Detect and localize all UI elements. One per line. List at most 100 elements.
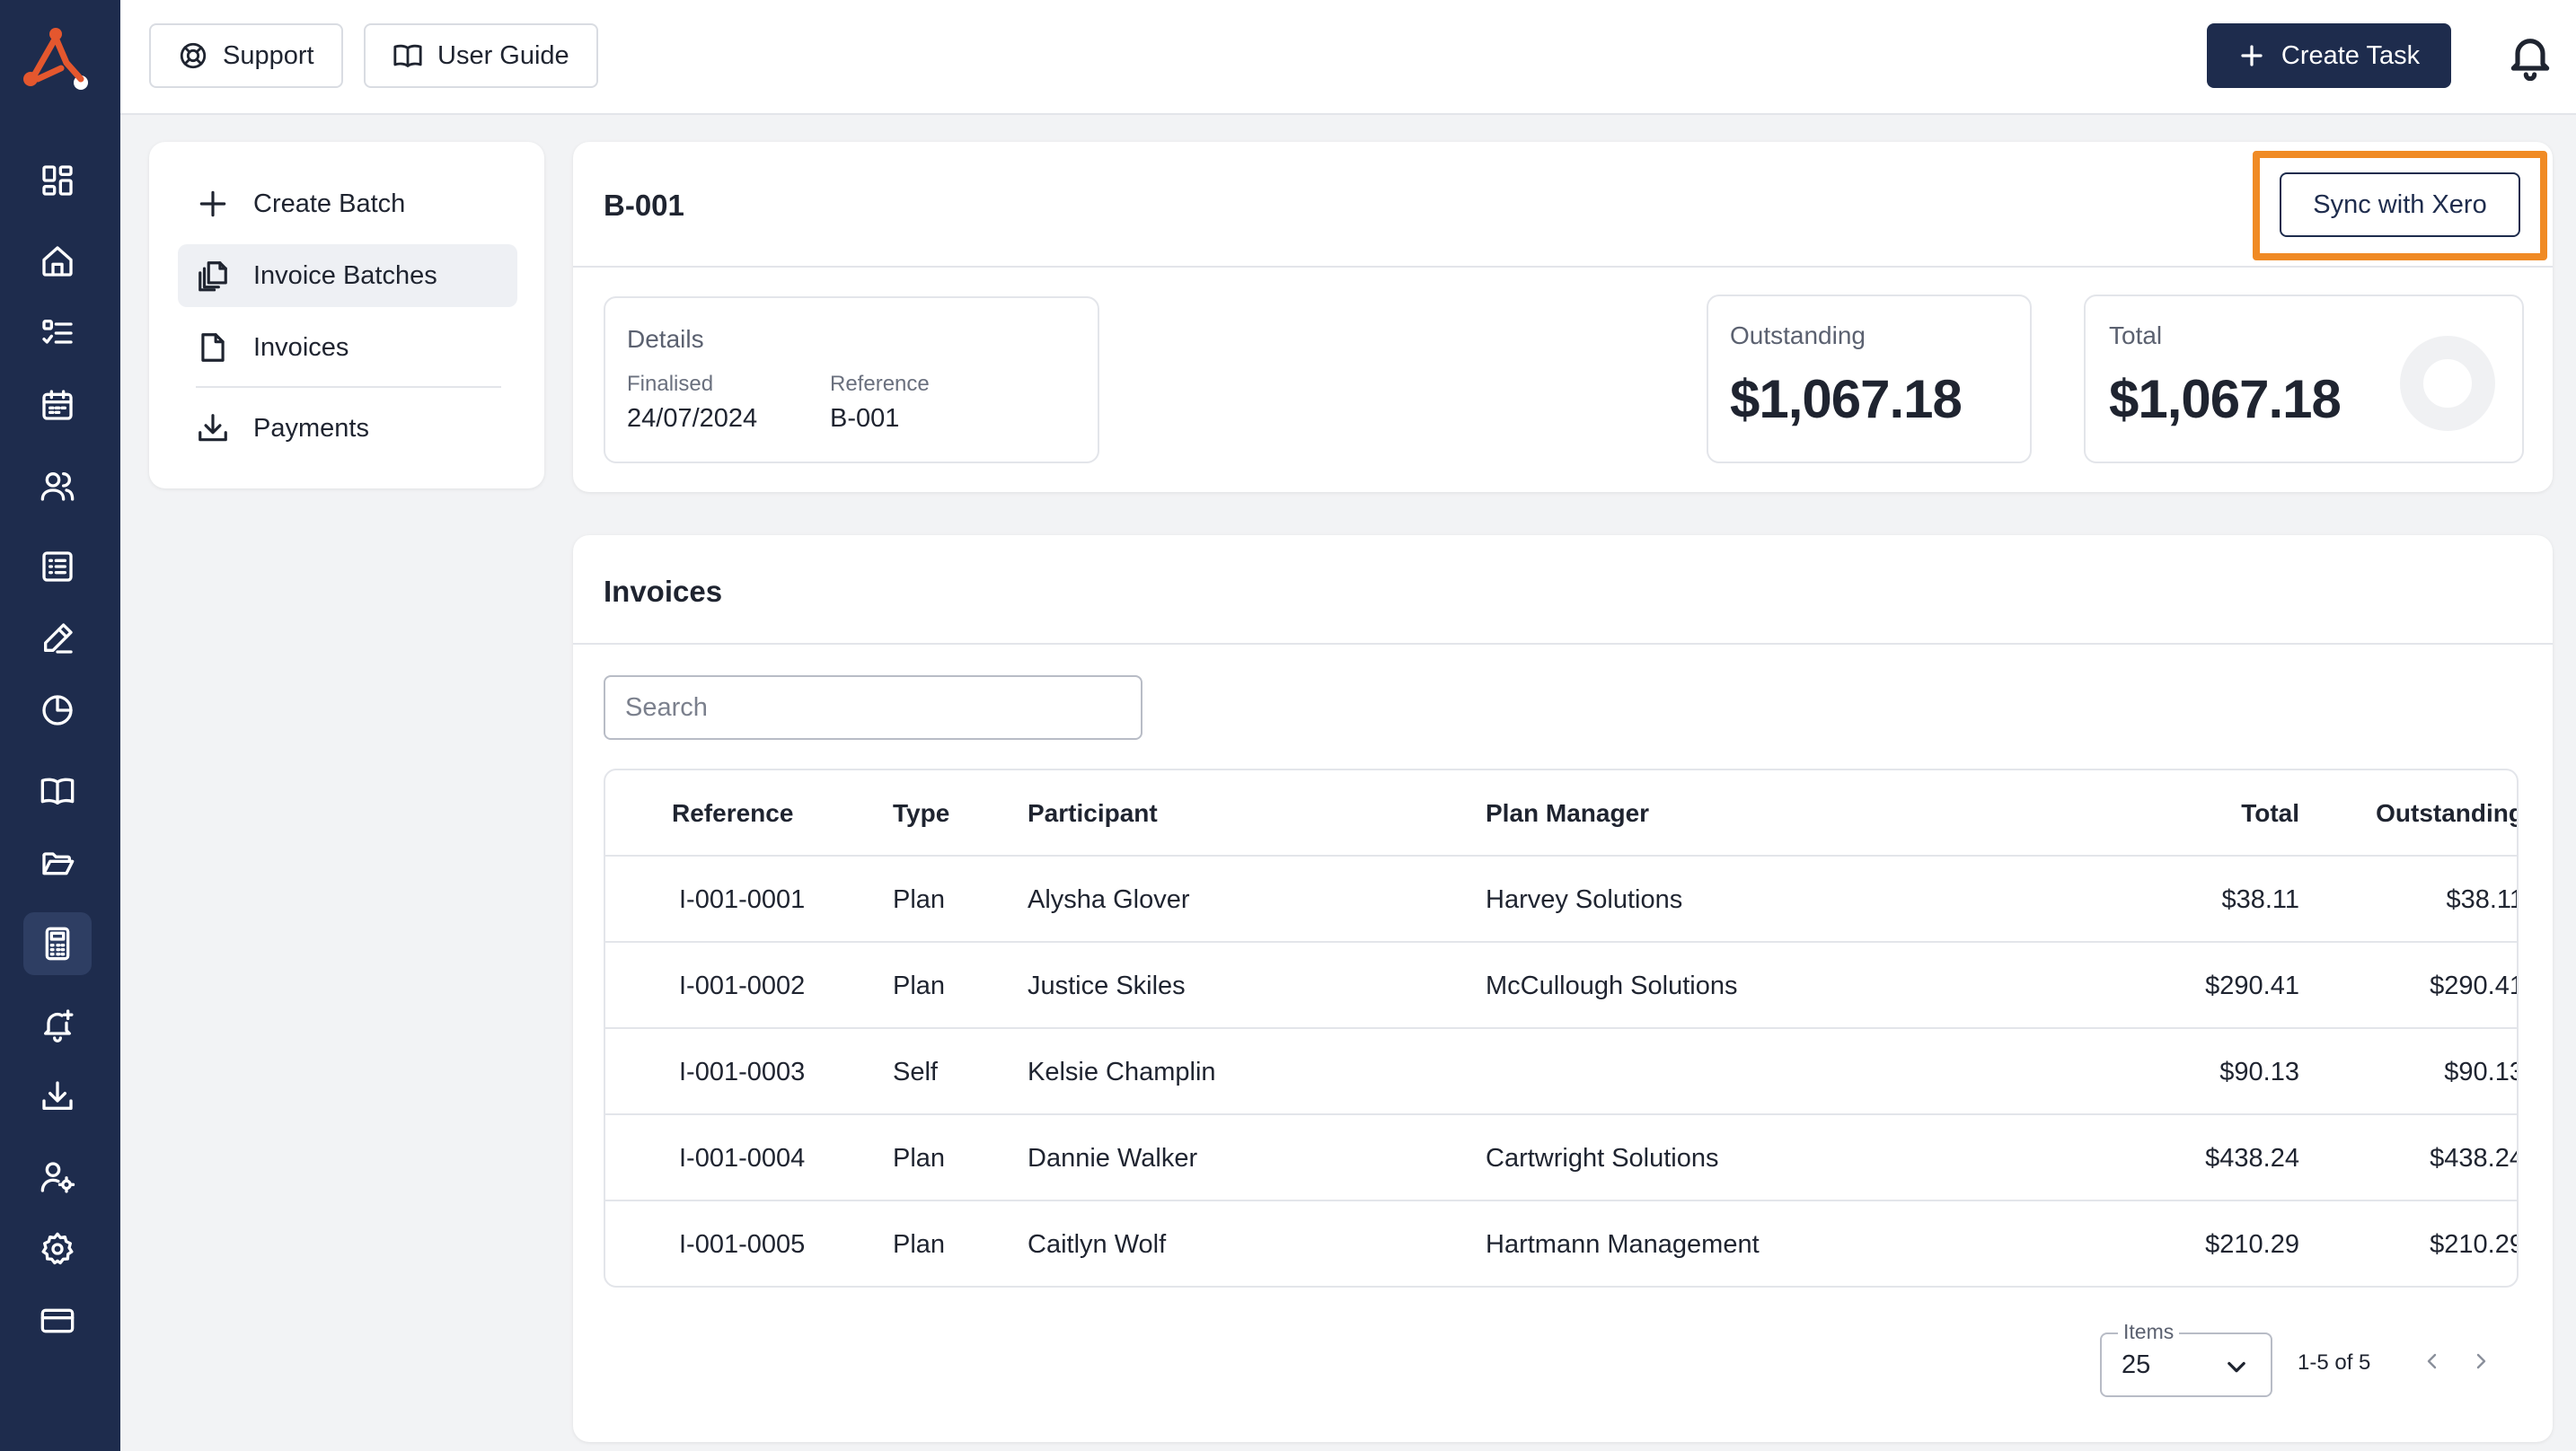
- column-header-outstanding[interactable]: Outstanding: [2376, 799, 2519, 827]
- users-icon[interactable]: [23, 454, 92, 517]
- bell-plus-icon[interactable]: [23, 993, 92, 1056]
- billing-subnav: Create Batch Invoice Batches Invoices Pa…: [149, 142, 544, 488]
- sync-label: Sync with Xero: [2313, 189, 2487, 219]
- cell-reference: I-001-0002: [679, 971, 806, 1000]
- cell-type: Plan: [893, 1229, 946, 1259]
- total-box: Total $1,067.18: [2084, 295, 2524, 463]
- subnav-item-label: Create Batch: [253, 189, 406, 218]
- cell-plan-manager: Cartwright Solutions: [1486, 1143, 1719, 1173]
- task-list-icon[interactable]: [23, 302, 92, 365]
- book-icon[interactable]: [23, 760, 92, 822]
- table-row[interactable]: I-001-0004 Plan Dannie Walker Cartwright…: [605, 1115, 2519, 1201]
- details-label: Details: [627, 325, 704, 353]
- table-row[interactable]: I-001-0001 Plan Alysha Glover Harvey Sol…: [605, 857, 2517, 943]
- column-header-type[interactable]: Type: [893, 799, 950, 827]
- divider: [573, 266, 2553, 268]
- subnav-item-label: Invoices: [253, 332, 349, 362]
- download-icon: [198, 414, 227, 442]
- cell-type: Plan: [893, 971, 946, 1000]
- column-header-participant[interactable]: Participant: [1028, 799, 1158, 827]
- user-settings-icon[interactable]: [23, 1146, 92, 1209]
- batch-summary-card: B-001 Sync with Xero Details Finalised 2…: [573, 142, 2553, 492]
- reference-label: Reference: [830, 372, 930, 396]
- folder-open-icon[interactable]: [23, 831, 92, 894]
- invoices-card: Invoices Reference Type Participant Plan…: [573, 535, 2553, 1442]
- subnav-item-payments[interactable]: Payments: [178, 397, 517, 460]
- pie-chart-icon[interactable]: [23, 679, 92, 742]
- download-icon[interactable]: [23, 1065, 92, 1128]
- dashboard-icon[interactable]: [23, 149, 92, 212]
- lifebuoy-icon: [180, 42, 207, 69]
- invoices-table: Reference Type Participant Plan Manager …: [604, 769, 2519, 1288]
- cell-participant: Justice Skiles: [1028, 971, 1186, 1000]
- previous-page-button[interactable]: [2414, 1343, 2450, 1379]
- outstanding-box: Outstanding $1,067.18: [1707, 295, 2032, 463]
- create-task-button[interactable]: Create Task: [2207, 23, 2451, 88]
- subnav-item-label: Invoice Batches: [253, 260, 437, 290]
- user-guide-button[interactable]: User Guide: [364, 23, 598, 88]
- total-label: Total: [2109, 321, 2163, 349]
- column-header-total[interactable]: Total: [2241, 799, 2299, 827]
- form-icon[interactable]: [23, 535, 92, 598]
- column-header-plan-manager[interactable]: Plan Manager: [1486, 799, 1650, 827]
- cell-total: $38.11: [2221, 884, 2299, 914]
- cell-participant: Kelsie Champlin: [1028, 1057, 1216, 1086]
- cell-type: Plan: [893, 1143, 946, 1173]
- cell-participant: Caitlyn Wolf: [1028, 1229, 1167, 1259]
- plus-icon: [199, 190, 226, 217]
- create-task-label: Create Task: [2280, 40, 2421, 70]
- cell-reference: I-001-0004: [679, 1143, 806, 1173]
- next-page-button[interactable]: [2463, 1343, 2499, 1379]
- cell-reference: I-001-0005: [679, 1229, 806, 1259]
- search-input[interactable]: [604, 675, 1142, 740]
- finalised-label: Finalised: [627, 372, 714, 396]
- sync-with-xero-button[interactable]: Sync with Xero: [2280, 172, 2520, 237]
- home-icon[interactable]: [23, 230, 92, 293]
- support-button[interactable]: Support: [149, 23, 343, 88]
- app-logo[interactable]: [20, 27, 92, 92]
- sidebar-rail: [0, 0, 120, 1451]
- cell-outstanding: $210.29: [2430, 1229, 2519, 1259]
- items-value: 25: [2122, 1350, 2151, 1379]
- support-label: Support: [223, 40, 314, 70]
- pagination-range: 1-5 of 5: [2298, 1350, 2371, 1375]
- table-header-row: Reference Type Participant Plan Manager …: [605, 770, 2519, 857]
- cell-plan-manager: Hartmann Management: [1486, 1229, 1760, 1259]
- cell-plan-manager: Harvey Solutions: [1486, 884, 1683, 914]
- total-amount: $1,067.18: [2109, 369, 2342, 429]
- calendar-icon[interactable]: [23, 374, 92, 436]
- table-row[interactable]: I-001-0003 Self Kelsie Champlin $90.13 $…: [605, 1029, 2519, 1115]
- chevron-left-icon: [2427, 1353, 2437, 1369]
- items-per-page-select[interactable]: Items 25: [2100, 1320, 2272, 1397]
- credit-card-icon[interactable]: [23, 1289, 92, 1352]
- finalised-value: 24/07/2024: [627, 404, 758, 433]
- signature-icon[interactable]: [23, 607, 92, 670]
- items-label: Items: [2118, 1320, 2180, 1344]
- column-header-reference[interactable]: Reference: [672, 799, 794, 827]
- invoices-title: Invoices: [604, 575, 723, 608]
- reference-value: B-001: [830, 404, 900, 433]
- cell-outstanding: $438.24: [2430, 1143, 2519, 1173]
- top-bar: Support User Guide Create Task JK: [120, 0, 2576, 115]
- plus-icon: [2241, 45, 2263, 66]
- calculator-icon[interactable]: [23, 912, 92, 975]
- cell-total: $210.29: [2205, 1229, 2299, 1259]
- subnav-item-invoices[interactable]: Invoices: [178, 316, 517, 379]
- notifications-bell-icon[interactable]: [2505, 31, 2555, 82]
- table-row[interactable]: I-001-0005 Plan Caitlyn Wolf Hartmann Ma…: [605, 1201, 2519, 1286]
- cell-outstanding: $90.13: [2444, 1057, 2519, 1086]
- subnav-item-invoice-batches[interactable]: Invoice Batches: [178, 244, 517, 307]
- settings-gear-icon[interactable]: [23, 1218, 92, 1280]
- cell-participant: Alysha Glover: [1028, 884, 1190, 914]
- divider: [573, 643, 2553, 645]
- cell-total: $90.13: [2219, 1057, 2299, 1086]
- book-open-icon: [393, 44, 422, 67]
- table-row[interactable]: I-001-0002 Plan Justice Skiles McCulloug…: [605, 943, 2517, 1029]
- subnav-item-create-batch[interactable]: Create Batch: [178, 172, 517, 235]
- chevron-down-icon: [2228, 1361, 2245, 1373]
- cell-type: Self: [893, 1057, 938, 1086]
- sync-highlight-frame: [2253, 151, 2547, 260]
- cell-reference: I-001-0003: [679, 1057, 806, 1086]
- file-icon: [201, 333, 225, 362]
- outstanding-amount: $1,067.18: [1730, 369, 1963, 429]
